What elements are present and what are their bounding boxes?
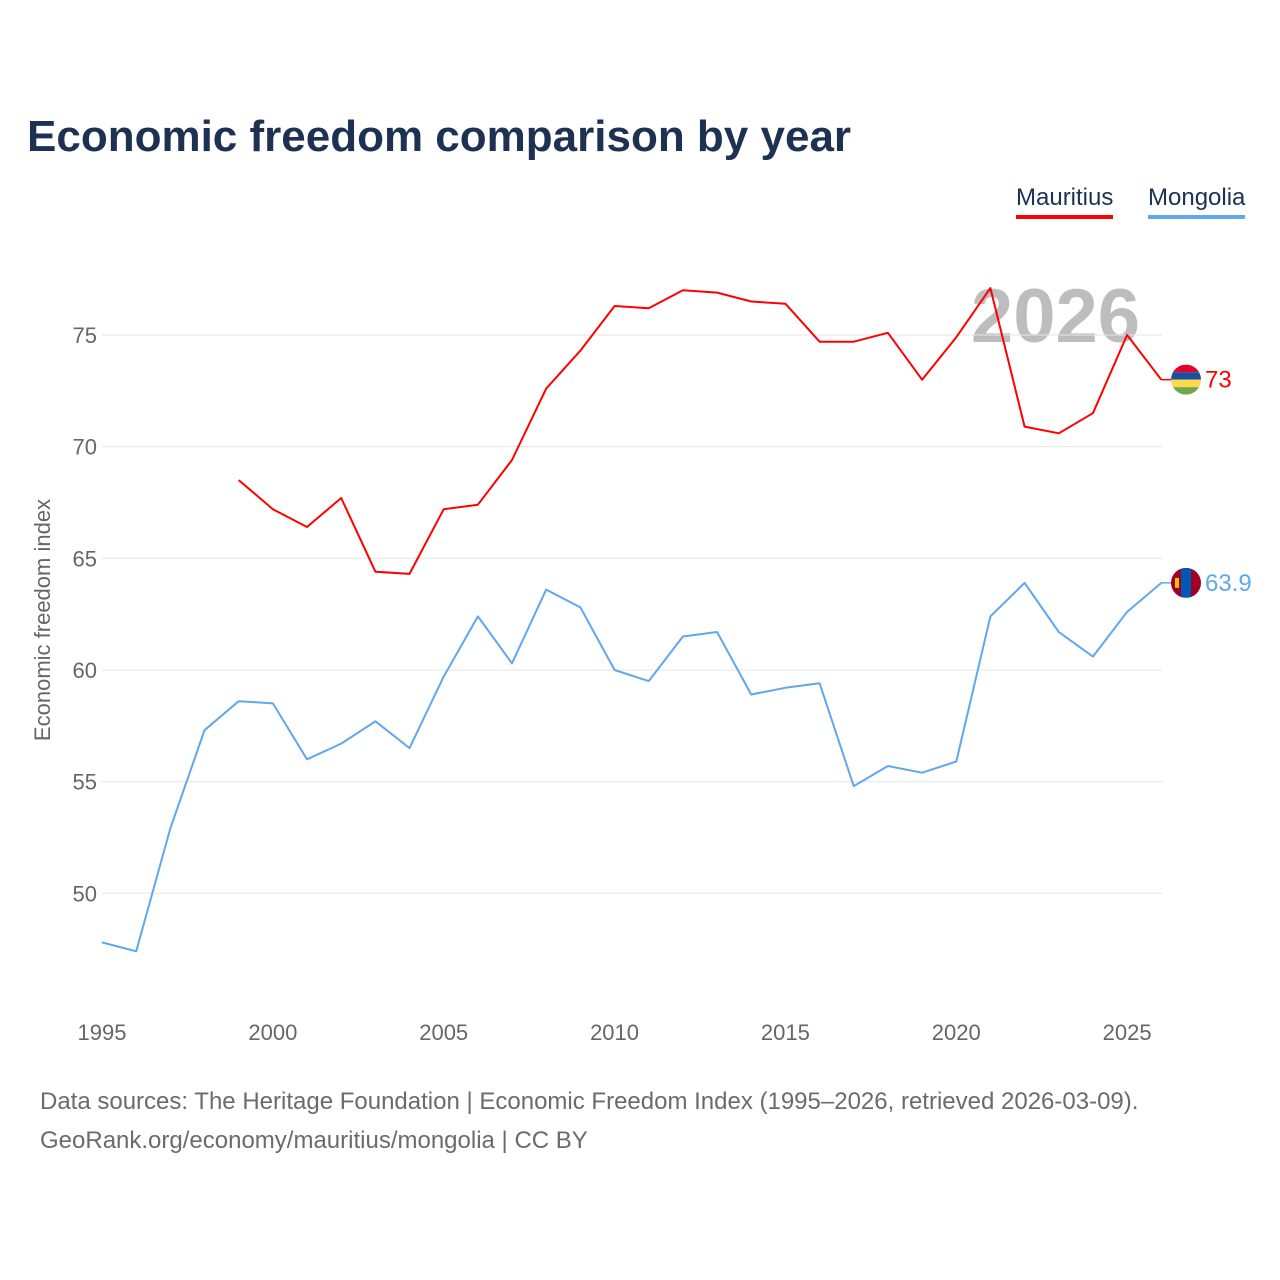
x-tick-label: 2020 (932, 1020, 981, 1045)
x-tick-label: 2015 (761, 1020, 810, 1045)
y-axis-label: Economic freedom index (30, 499, 55, 741)
x-tick-label: 1995 (78, 1020, 127, 1045)
series-line-mongolia (101, 581, 1162, 953)
y-tick-label: 75 (73, 323, 97, 348)
mauritius-flag-icon (1171, 364, 1201, 395)
x-tick-label: 2010 (590, 1020, 639, 1045)
end-value-label: 73 (1205, 367, 1232, 394)
x-tick-label: 2005 (419, 1020, 468, 1045)
legend-mongolia[interactable]: Mongolia (1148, 184, 1246, 219)
chart-title: Economic freedom comparison by year (27, 112, 852, 161)
y-tick-label: 60 (73, 658, 97, 683)
end-value-label: 63.9 (1205, 570, 1252, 597)
footer-sources: Data sources: The Heritage Foundation | … (40, 1088, 1139, 1115)
year-watermark: 2026 (971, 274, 1140, 359)
x-tick-label: 2000 (248, 1020, 297, 1045)
y-tick-label: 50 (73, 881, 97, 906)
y-tick-label: 70 (73, 435, 97, 460)
x-tick-label: 2025 (1103, 1020, 1152, 1045)
footer-link[interactable]: GeoRank.org/economy/mauritius/mongolia |… (40, 1127, 588, 1154)
mongolia-flag-icon (1171, 567, 1201, 598)
legend-mauritius[interactable]: Mauritius (1016, 184, 1114, 219)
y-tick-label: 55 (73, 770, 97, 795)
y-tick-label: 65 (73, 546, 97, 571)
series-line-mauritius (238, 287, 1163, 575)
